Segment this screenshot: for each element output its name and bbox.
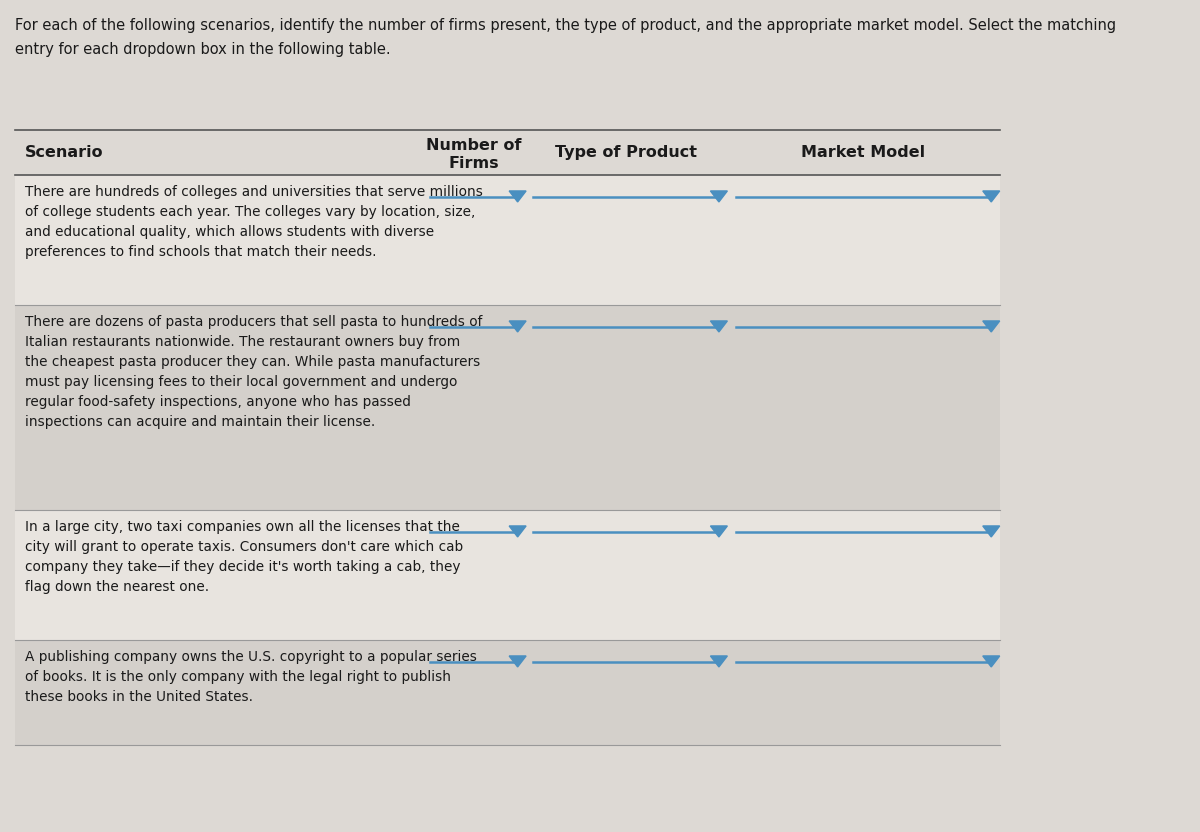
Polygon shape [509,191,526,202]
Bar [16,640,1000,745]
Text: A publishing company owns the U.S. copyright to a popular series
of books. It is: A publishing company owns the U.S. copyr… [25,650,478,704]
Text: Scenario: Scenario [25,145,104,160]
Text: entry for each dropdown box in the following table.: entry for each dropdown box in the follo… [16,42,391,57]
Text: Market Model: Market Model [802,145,925,160]
Polygon shape [509,656,526,667]
Bar [16,175,1000,305]
Polygon shape [710,191,727,202]
Polygon shape [983,656,1000,667]
Text: Firms: Firms [449,156,499,171]
Text: In a large city, two taxi companies own all the licenses that the
city will gran: In a large city, two taxi companies own … [25,520,463,594]
Text: For each of the following scenarios, identify the number of firms present, the t: For each of the following scenarios, ide… [16,18,1116,33]
Polygon shape [710,656,727,667]
Bar [16,305,1000,510]
Polygon shape [710,526,727,537]
Text: Type of Product: Type of Product [554,145,697,160]
Polygon shape [509,321,526,332]
Text: Number of: Number of [426,138,521,153]
Polygon shape [509,526,526,537]
Polygon shape [983,191,1000,202]
Polygon shape [983,526,1000,537]
Text: There are hundreds of colleges and universities that serve millions
of college s: There are hundreds of colleges and unive… [25,185,484,259]
Text: There are dozens of pasta producers that sell pasta to hundreds of
Italian resta: There are dozens of pasta producers that… [25,315,482,429]
Polygon shape [983,321,1000,332]
Polygon shape [710,321,727,332]
Bar [16,510,1000,640]
